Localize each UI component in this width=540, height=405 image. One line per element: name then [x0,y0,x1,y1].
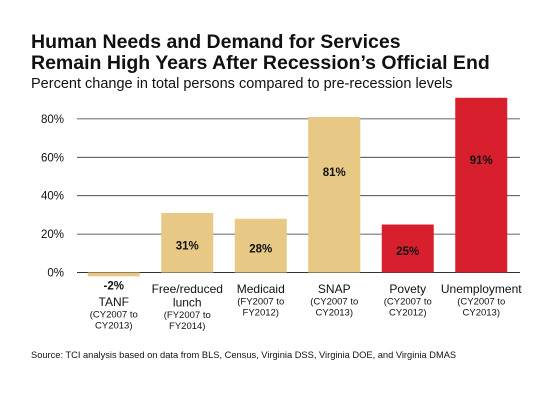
value-label-0: -2% [104,281,124,293]
category-label-3-0: SNAP [318,282,351,296]
y-tick-label-60: 60% [41,152,64,164]
chart-title-line-2: Remain High Years After Recession’s Offi… [31,52,490,74]
chart-title-line-1: Human Needs and Demand for Services [31,31,401,53]
y-tick-label-0: 0% [47,268,64,280]
period-label-0-1: CY2013) [95,321,133,332]
period-label-3-0: (CY2007 to [310,297,358,308]
bar-0 [87,272,140,277]
value-label-3: 81% [323,167,346,179]
category-label-1-0: Free/reduced [152,282,223,296]
period-label-0-0: (CY2007 to [90,310,138,321]
category-label-2-0: Medicaid [237,282,285,296]
period-label-5-1: CY2013) [463,308,501,319]
y-tick-label-20: 20% [41,229,64,241]
y-tick-label-40: 40% [41,191,64,203]
category-label-0-0: TANF [99,295,129,309]
period-label-1-0: (FY2007 to [164,310,211,321]
period-label-5-0: (CY2007 to [457,297,505,308]
value-label-1: 31% [176,241,199,253]
value-label-5: 91% [470,155,493,167]
value-label-4: 25% [396,246,419,258]
period-label-4-1: CY2012) [389,308,427,319]
category-label-4-0: Povety [389,282,426,296]
chart-subtitle: Percent change in total persons compared… [31,76,453,92]
category-label-5-0: Unemployment [441,282,522,296]
bar-4 [381,224,434,273]
bar-2 [234,218,287,273]
period-label-2-1: FY2012) [243,308,279,319]
source-note: Source: TCI analysis based on data from … [31,350,457,360]
bar-5 [455,97,508,273]
bar-1 [161,212,214,273]
chart-title: Human Needs and Demand for Services Rema… [31,32,531,74]
period-label-3-1: CY2013) [316,308,354,319]
category-label-1-1: lunch [173,296,202,310]
period-label-4-0: (CY2007 to [384,297,432,308]
period-label-1-1: FY2014) [169,321,205,332]
bar-3 [308,116,361,273]
period-label-2-0: (FY2007 to [237,297,284,308]
value-label-2: 28% [249,243,272,255]
y-tick-label-80: 80% [41,114,64,126]
